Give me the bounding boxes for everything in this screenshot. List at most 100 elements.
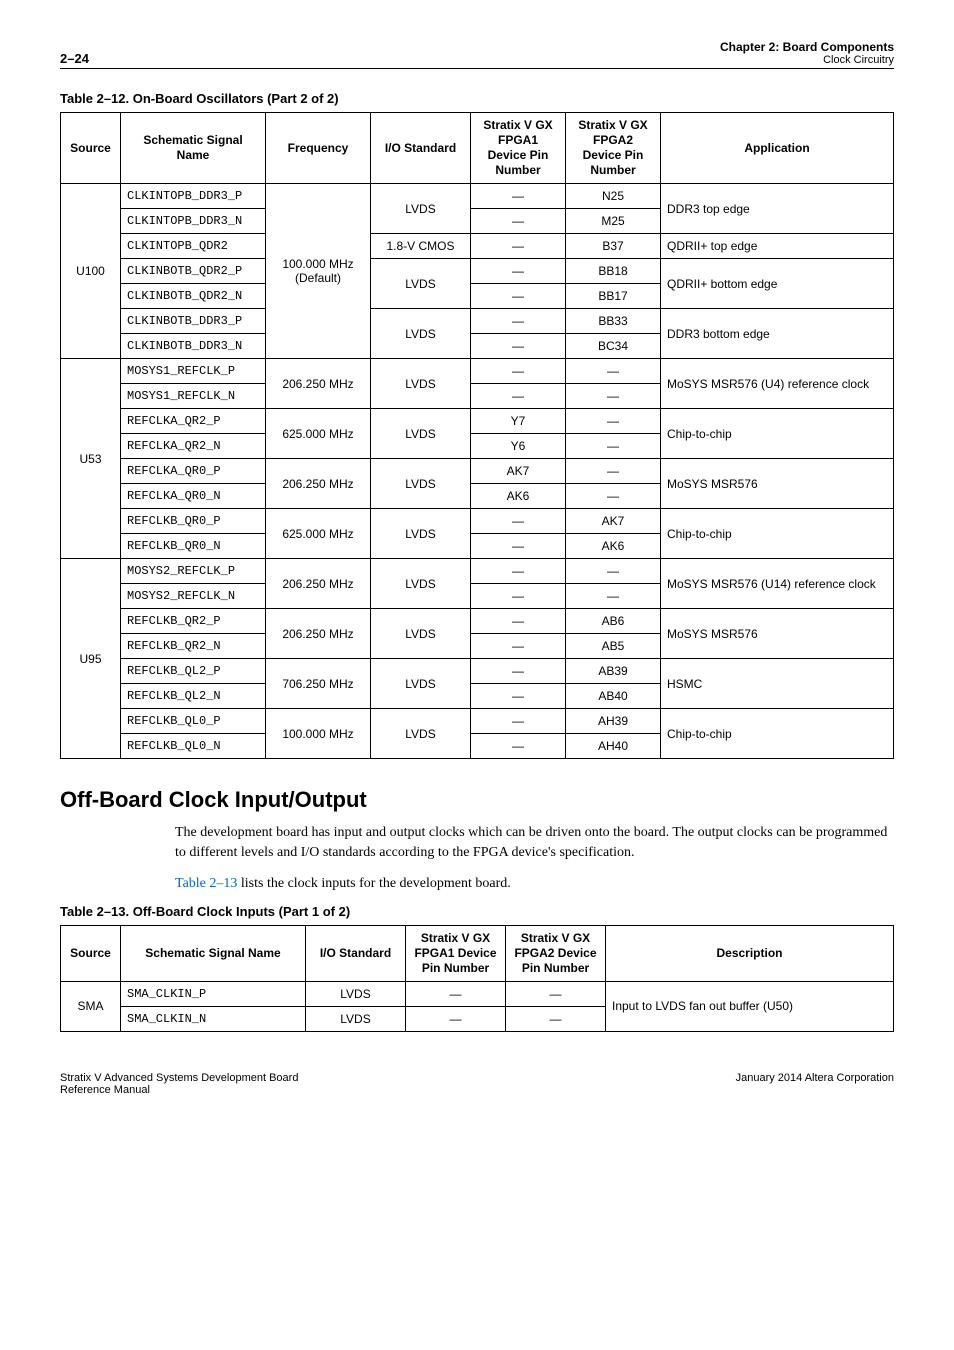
- cell-f2: AB39: [566, 659, 661, 684]
- cell-app: Chip-to-chip: [661, 709, 894, 759]
- table-row: CLKINBOTB_QDR2_P LVDS — BB18 QDRII+ bott…: [61, 259, 894, 284]
- cell-app: MoSYS MSR576 (U4) reference clock: [661, 359, 894, 409]
- cell-app: DDR3 top edge: [661, 184, 894, 234]
- cell-f2: AH40: [566, 734, 661, 759]
- footer-left: Stratix V Advanced Systems Development B…: [60, 1072, 298, 1096]
- cell-io: LVDS: [371, 559, 471, 609]
- table13-link[interactable]: Table 2–13: [175, 876, 237, 891]
- cell-f1: —: [471, 259, 566, 284]
- cell-io: 1.8-V CMOS: [371, 234, 471, 259]
- cell-io: LVDS: [371, 309, 471, 359]
- cell-f1: —: [471, 684, 566, 709]
- page-footer: Stratix V Advanced Systems Development B…: [60, 1072, 894, 1096]
- cell-f1: —: [471, 534, 566, 559]
- cell-io: LVDS: [371, 459, 471, 509]
- cell-f1: —: [471, 709, 566, 734]
- cell-f2: —: [566, 384, 661, 409]
- table-header-row: Source Schematic Signal Name Frequency I…: [61, 113, 894, 184]
- cell-f1: —: [471, 384, 566, 409]
- cell-signal: REFCLKB_QR0_N: [121, 534, 266, 559]
- cell-f1: —: [471, 184, 566, 209]
- cell-signal: REFCLKB_QL2_N: [121, 684, 266, 709]
- col-source: Source: [61, 925, 121, 981]
- table-row: REFCLKB_QL2_P 706.250 MHz LVDS — AB39 HS…: [61, 659, 894, 684]
- cell-f1: Y7: [471, 409, 566, 434]
- cell-app: Chip-to-chip: [661, 409, 894, 459]
- cell-source: SMA: [61, 981, 121, 1031]
- cell-freq: 206.250 MHz: [266, 359, 371, 409]
- cell-signal: REFCLKB_QR0_P: [121, 509, 266, 534]
- cell-f2: M25: [566, 209, 661, 234]
- cell-signal: MOSYS1_REFCLK_N: [121, 384, 266, 409]
- cell-signal: MOSYS2_REFCLK_N: [121, 584, 266, 609]
- col-signal: Schematic Signal Name: [121, 925, 306, 981]
- cell-signal: SMA_CLKIN_P: [121, 981, 306, 1006]
- cell-signal: CLKINBOTB_DDR3_N: [121, 334, 266, 359]
- cell-app: MoSYS MSR576 (U14) reference clock: [661, 559, 894, 609]
- table-row: REFCLKB_QR2_P 206.250 MHz LVDS — AB6 MoS…: [61, 609, 894, 634]
- cell-signal: CLKINTOPB_QDR2: [121, 234, 266, 259]
- cell-f2: BB33: [566, 309, 661, 334]
- cell-freq: 100.000 MHz: [266, 709, 371, 759]
- col-freq: Frequency: [266, 113, 371, 184]
- cell-freq: 706.250 MHz: [266, 659, 371, 709]
- cell-signal: REFCLKA_QR0_P: [121, 459, 266, 484]
- table-row: U53 MOSYS1_REFCLK_P 206.250 MHz LVDS — —…: [61, 359, 894, 384]
- col-fpga1: Stratix V GX FPGA1 Device Pin Number: [471, 113, 566, 184]
- cell-io: LVDS: [371, 359, 471, 409]
- cell-f2: —: [566, 409, 661, 434]
- section-paragraph-2: Table 2–13 lists the clock inputs for th…: [60, 874, 894, 894]
- cell-signal: MOSYS1_REFCLK_P: [121, 359, 266, 384]
- cell-f2: —: [566, 359, 661, 384]
- table-row: CLKINTOPB_QDR2 1.8-V CMOS — B37 QDRII+ t…: [61, 234, 894, 259]
- table-header-row: Source Schematic Signal Name I/O Standar…: [61, 925, 894, 981]
- cell-signal: REFCLKB_QR2_P: [121, 609, 266, 634]
- cell-f1: —: [471, 334, 566, 359]
- cell-f2: —: [566, 559, 661, 584]
- cell-f1: —: [471, 309, 566, 334]
- table-onboard-oscillators: Source Schematic Signal Name Frequency I…: [60, 112, 894, 759]
- cell-f2: AH39: [566, 709, 661, 734]
- cell-io: LVDS: [306, 981, 406, 1006]
- cell-f2: —: [566, 584, 661, 609]
- cell-f1: —: [471, 509, 566, 534]
- table-row: SMA SMA_CLKIN_P LVDS — — Input to LVDS f…: [61, 981, 894, 1006]
- cell-f1: —: [471, 559, 566, 584]
- footer-doc-title: Stratix V Advanced Systems Development B…: [60, 1072, 298, 1084]
- section-title-offboard: Off-Board Clock Input/Output: [60, 787, 894, 813]
- table12-caption: Table 2–12. On-Board Oscillators (Part 2…: [60, 91, 894, 106]
- cell-signal: CLKINTOPB_DDR3_N: [121, 209, 266, 234]
- section-paragraph-1: The development board has input and outp…: [60, 823, 894, 864]
- cell-f1: —: [471, 734, 566, 759]
- cell-signal: CLKINBOTB_DDR3_P: [121, 309, 266, 334]
- cell-signal: REFCLKB_QL0_P: [121, 709, 266, 734]
- cell-f2: —: [506, 981, 606, 1006]
- cell-desc: Input to LVDS fan out buffer (U50): [606, 981, 894, 1031]
- cell-source: U53: [61, 359, 121, 559]
- section-p2-rest: lists the clock inputs for the developme…: [237, 876, 510, 891]
- table-row: CLKINBOTB_DDR3_P LVDS — BB33 DDR3 bottom…: [61, 309, 894, 334]
- table-row: U100 CLKINTOPB_DDR3_P 100.000 MHz (Defau…: [61, 184, 894, 209]
- cell-f2: BB18: [566, 259, 661, 284]
- cell-signal: REFCLKA_QR2_N: [121, 434, 266, 459]
- cell-f2: —: [566, 484, 661, 509]
- cell-io: LVDS: [371, 259, 471, 309]
- cell-app: MoSYS MSR576: [661, 609, 894, 659]
- header-chapter: Chapter 2: Board Components: [720, 40, 894, 54]
- cell-app: HSMC: [661, 659, 894, 709]
- cell-f1: —: [471, 234, 566, 259]
- cell-freq: 625.000 MHz: [266, 509, 371, 559]
- header-section: Clock Circuitry: [720, 54, 894, 66]
- cell-app: Chip-to-chip: [661, 509, 894, 559]
- col-app: Application: [661, 113, 894, 184]
- cell-f1: AK7: [471, 459, 566, 484]
- cell-signal: CLKINBOTB_QDR2_N: [121, 284, 266, 309]
- cell-f2: AK7: [566, 509, 661, 534]
- cell-freq: 625.000 MHz: [266, 409, 371, 459]
- cell-io: LVDS: [371, 609, 471, 659]
- cell-f2: N25: [566, 184, 661, 209]
- cell-f2: BC34: [566, 334, 661, 359]
- cell-f2: B37: [566, 234, 661, 259]
- table-row: REFCLKA_QR0_P 206.250 MHz LVDS AK7 — MoS…: [61, 459, 894, 484]
- cell-f2: AK6: [566, 534, 661, 559]
